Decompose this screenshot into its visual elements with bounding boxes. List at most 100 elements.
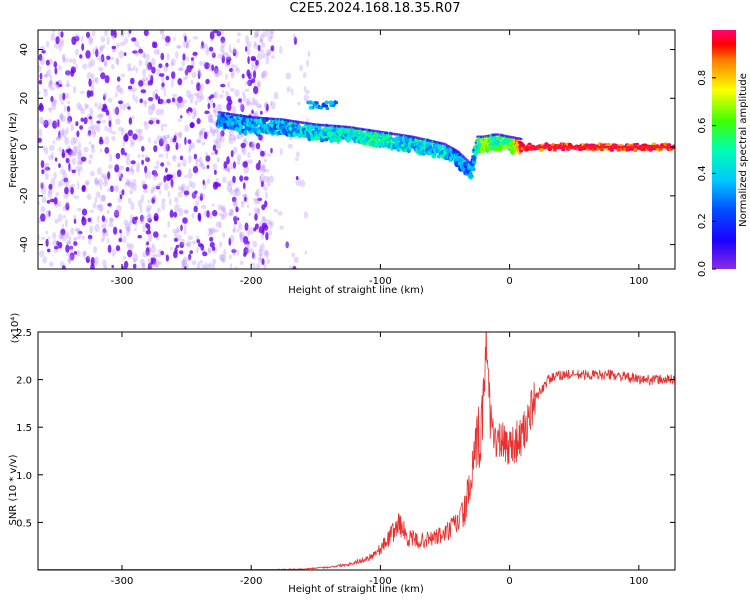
noise-speckle <box>247 152 251 159</box>
noise-speckle <box>119 165 125 171</box>
noise-speckle <box>187 235 193 241</box>
noise-speckle <box>209 125 213 134</box>
noise-speckle <box>39 72 43 80</box>
noise-speckle <box>184 174 188 179</box>
noise-speckle <box>173 36 176 42</box>
noise-speckle <box>130 214 134 223</box>
noise-speckle <box>114 107 119 114</box>
noise-speckle <box>40 45 45 51</box>
noise-speckle <box>229 263 233 269</box>
noise-speckle <box>167 220 171 228</box>
noise-speckle <box>88 37 93 46</box>
noise-speckle <box>212 209 218 217</box>
noise-speckle <box>95 191 101 198</box>
noise-speckle <box>160 86 165 91</box>
noise-speckle <box>87 234 93 240</box>
noise-speckle <box>151 197 156 204</box>
noise-speckle <box>57 79 63 84</box>
blob-mark <box>238 124 244 129</box>
noise-speckle <box>214 169 217 175</box>
noise-speckle <box>262 228 265 235</box>
noise-speckle <box>253 99 259 106</box>
noise-speckle <box>40 160 45 169</box>
noise-speckle <box>207 114 214 123</box>
noise-speckle <box>200 95 205 101</box>
noise-speckle <box>72 145 78 155</box>
noise-speckle <box>190 60 196 66</box>
noise-speckle <box>296 151 300 158</box>
noise-speckle <box>114 106 120 116</box>
noise-speckle <box>184 68 188 76</box>
noise-speckle <box>62 129 67 139</box>
noise-speckle <box>40 213 46 222</box>
noise-speckle <box>58 128 64 138</box>
noise-speckle <box>201 41 204 49</box>
noise-speckle <box>263 175 269 183</box>
noise-speckle <box>147 257 152 264</box>
noise-speckle <box>48 210 51 217</box>
noise-speckle <box>241 73 245 79</box>
noise-speckle <box>293 256 299 264</box>
noise-speckle <box>99 184 103 191</box>
noise-speckle <box>150 57 156 67</box>
noise-speckle <box>135 67 138 74</box>
noise-speckle <box>46 40 50 48</box>
noise-speckle <box>45 238 49 247</box>
noise-speckle <box>88 159 92 164</box>
noise-speckle <box>166 174 172 181</box>
blob-mark <box>314 101 319 105</box>
noise-speckle <box>43 89 48 97</box>
noise-speckle <box>231 196 237 203</box>
noise-speckle <box>214 67 218 75</box>
noise-speckle <box>62 215 66 219</box>
noise-speckle <box>201 264 206 269</box>
noise-speckle <box>70 69 75 77</box>
noise-speckle <box>42 88 48 92</box>
noise-speckle <box>247 79 253 87</box>
noise-speckle <box>132 92 135 102</box>
noise-speckle <box>137 154 141 158</box>
noise-speckle <box>270 101 276 110</box>
noise-speckle <box>267 175 270 183</box>
blob-mark <box>319 105 324 110</box>
noise-speckle <box>147 233 153 243</box>
noise-speckle <box>115 118 121 125</box>
y-tick-label: 2.0 <box>16 376 32 387</box>
noise-speckle <box>186 89 191 98</box>
noise-speckle <box>95 123 101 133</box>
noise-speckle <box>85 31 91 38</box>
noise-speckle <box>139 258 145 266</box>
noise-speckle <box>259 49 265 53</box>
noise-speckle <box>104 75 110 84</box>
noise-speckle <box>127 249 133 258</box>
noise-speckle <box>253 112 258 117</box>
noise-speckle <box>200 243 204 251</box>
noise-speckle <box>103 264 108 269</box>
noise-speckle <box>257 257 261 263</box>
noise-speckle <box>152 174 158 180</box>
noise-speckle <box>226 167 231 173</box>
noise-speckle <box>253 197 258 202</box>
noise-speckle <box>230 150 234 158</box>
noise-speckle <box>303 94 309 102</box>
noise-speckle <box>221 89 225 94</box>
spectrogram-xlabel: Height of straight line (km) <box>288 285 424 296</box>
noise-speckle <box>53 61 58 68</box>
noise-speckle <box>143 52 147 60</box>
noise-speckle <box>160 162 165 167</box>
noise-speckle <box>240 142 246 149</box>
noise-speckle <box>64 186 69 195</box>
noise-speckle <box>161 139 166 143</box>
noise-speckle <box>263 158 268 163</box>
noise-speckle <box>177 118 182 122</box>
noise-speckle <box>277 211 283 216</box>
noise-speckle <box>97 51 100 56</box>
noise-speckle <box>66 69 70 76</box>
noise-speckle <box>160 250 165 256</box>
noise-speckle <box>253 199 259 205</box>
noise-speckle <box>151 196 157 201</box>
noise-speckle <box>47 190 53 199</box>
noise-speckle <box>239 234 245 243</box>
noise-speckle <box>51 99 57 107</box>
